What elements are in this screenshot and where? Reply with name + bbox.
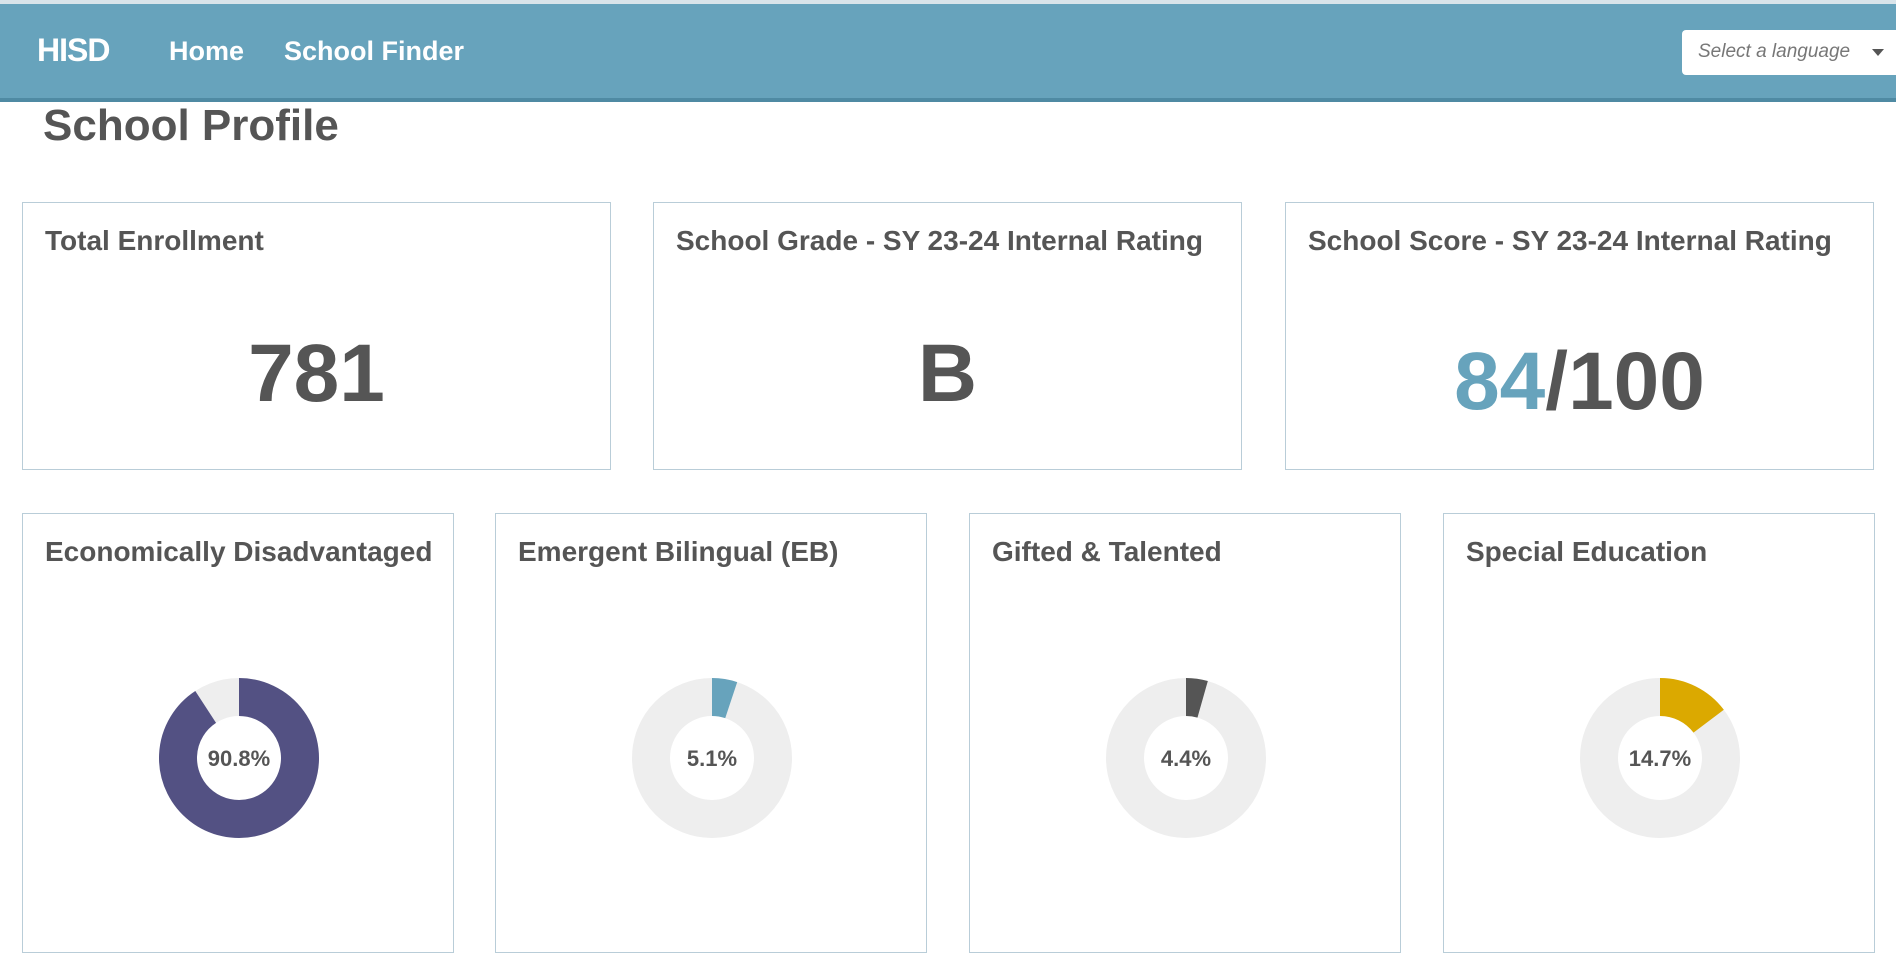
page-title: School Profile	[43, 101, 339, 150]
score-max: /100	[1545, 336, 1705, 427]
language-select[interactable]: Select a language	[1682, 30, 1896, 75]
school-grade-card: School Grade - SY 23-24 Internal Rating …	[653, 202, 1242, 470]
language-select-placeholder: Select a language	[1698, 41, 1851, 62]
school-score-card: School Score - SY 23-24 Internal Rating …	[1285, 202, 1874, 470]
econ-disadvantaged-donut: 90.8%	[159, 678, 319, 838]
card-title: Total Enrollment	[45, 225, 264, 256]
top-navbar: HISD Home School Finder Select a languag…	[0, 0, 1896, 102]
score-value: 84/100	[1286, 341, 1873, 423]
donut-percent-label: 90.8%	[208, 746, 270, 771]
donut-value-arc	[711, 678, 738, 719]
enrollment-value: 781	[248, 328, 385, 419]
donut-percent-label: 5.1%	[687, 746, 737, 771]
donut-value-arc	[1185, 678, 1208, 718]
econ-disadvantaged-card: Economically Disadvantaged 90.8%	[22, 513, 454, 953]
brand-logo[interactable]: HISD	[37, 32, 110, 68]
card-title: Economically Disadvantaged	[45, 536, 433, 567]
donut-percent-label: 14.7%	[1629, 746, 1691, 771]
special-education-donut: 14.7%	[1580, 678, 1740, 838]
donut-value-arc	[1659, 678, 1724, 734]
donut-value-arc	[159, 678, 319, 838]
card-title: Special Education	[1466, 536, 1708, 567]
card-title: Emergent Bilingual (EB)	[518, 536, 839, 567]
card-title: Gifted & Talented	[992, 536, 1222, 567]
score-number: 84	[1454, 336, 1546, 427]
card-title: School Score - SY 23-24 Internal Rating	[1308, 225, 1832, 256]
grade-value: B	[917, 328, 978, 419]
chevron-down-icon	[1872, 49, 1884, 56]
donut-percent-label: 4.4%	[1161, 746, 1211, 771]
nav-school-finder-link[interactable]: School Finder	[284, 36, 465, 66]
emergent-bilingual-card: Emergent Bilingual (EB) 5.1%	[495, 513, 927, 953]
emergent-bilingual-donut: 5.1%	[632, 678, 792, 838]
total-enrollment-card: Total Enrollment 781	[22, 202, 611, 470]
card-title: School Grade - SY 23-24 Internal Rating	[676, 225, 1203, 256]
nav-home-link[interactable]: Home	[169, 36, 245, 66]
gifted-talented-donut: 4.4%	[1106, 678, 1266, 838]
gifted-talented-card: Gifted & Talented 4.4%	[969, 513, 1401, 953]
special-education-card: Special Education 14.7%	[1443, 513, 1875, 953]
